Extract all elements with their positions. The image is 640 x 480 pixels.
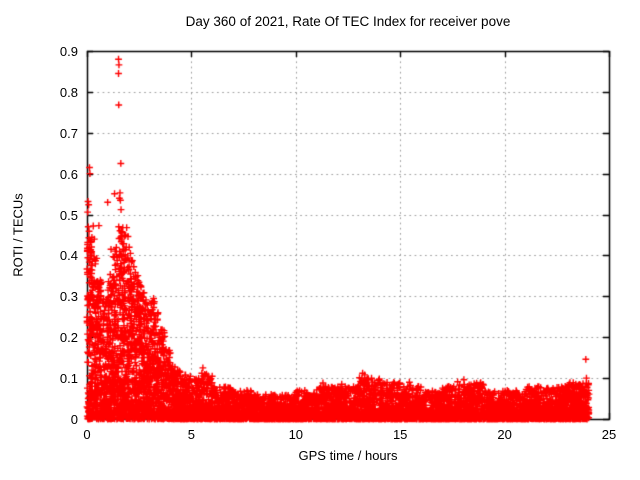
x-tick-label: 25 <box>601 427 617 442</box>
y-tick-label: 0.2 <box>59 330 78 346</box>
x-axis-label: GPS time / hours <box>298 448 398 463</box>
y-tick-label: 0.1 <box>59 371 78 387</box>
x-tick-label: 5 <box>187 427 195 442</box>
y-tick-label: 0.5 <box>59 207 78 223</box>
chart-title: Day 360 of 2021, Rate Of TEC Index for r… <box>185 14 511 29</box>
y-tick-label: 0.3 <box>59 289 78 305</box>
x-tick-label: 10 <box>288 427 304 442</box>
y-tick-label: 0.9 <box>59 44 78 59</box>
y-tick-label: 0.7 <box>59 125 78 141</box>
x-tick-label: 15 <box>392 427 408 442</box>
x-tick-label: 0 <box>83 427 91 442</box>
y-axis-label: ROTI / TECUs <box>10 193 26 277</box>
y-tick-label: 0.4 <box>59 248 78 264</box>
y-tick-label: 0.8 <box>59 84 78 100</box>
y-tick-label: 0 <box>70 412 78 427</box>
y-tick-label: 0.6 <box>59 166 78 182</box>
x-tick-label: 20 <box>497 427 512 442</box>
